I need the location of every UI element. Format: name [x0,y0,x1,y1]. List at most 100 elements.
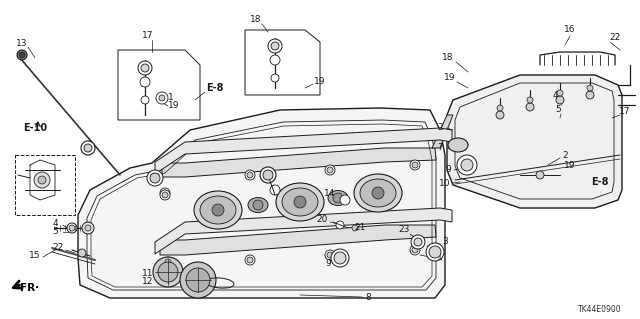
Text: 19: 19 [564,160,576,169]
Circle shape [147,170,163,186]
Circle shape [247,257,253,263]
Text: 1: 1 [168,93,174,102]
Text: 15: 15 [29,250,41,259]
Text: 4: 4 [52,219,58,227]
Polygon shape [78,108,445,298]
Polygon shape [15,155,75,215]
Polygon shape [432,115,453,148]
Ellipse shape [328,190,348,205]
Circle shape [78,249,86,257]
Circle shape [426,243,444,261]
Ellipse shape [282,188,318,216]
Circle shape [260,167,276,183]
Circle shape [247,172,253,178]
Circle shape [372,187,384,199]
Circle shape [412,162,418,168]
Text: E-10: E-10 [23,123,47,133]
Circle shape [340,195,350,205]
Circle shape [331,249,349,267]
Ellipse shape [200,196,236,224]
Circle shape [263,170,273,180]
Circle shape [253,200,263,210]
Circle shape [268,39,282,53]
Text: 19: 19 [444,73,456,83]
Circle shape [271,42,279,50]
Circle shape [457,155,477,175]
Polygon shape [118,50,200,120]
Circle shape [160,188,170,198]
Circle shape [150,173,160,183]
Circle shape [327,252,333,258]
Text: TK44E0900: TK44E0900 [578,306,621,315]
Polygon shape [155,208,452,254]
Circle shape [496,111,504,119]
Circle shape [410,245,420,255]
Circle shape [270,55,280,65]
Ellipse shape [194,191,242,229]
Text: 17: 17 [142,32,154,41]
Polygon shape [447,75,622,208]
Ellipse shape [276,183,324,221]
Text: 2: 2 [437,123,443,132]
Circle shape [17,50,27,60]
Circle shape [336,221,344,229]
Circle shape [34,172,50,188]
Circle shape [160,190,170,200]
Circle shape [334,252,346,264]
Text: 23: 23 [398,226,410,234]
Circle shape [180,262,216,298]
Circle shape [270,185,280,195]
Circle shape [497,105,503,111]
Circle shape [38,176,46,184]
Text: 3: 3 [442,238,448,247]
Circle shape [245,170,255,180]
Polygon shape [160,225,436,255]
Circle shape [81,141,95,155]
Text: 22: 22 [52,243,63,253]
Circle shape [325,250,335,260]
Text: 19: 19 [168,101,180,110]
Text: FR·: FR· [20,283,40,293]
Circle shape [69,225,75,231]
Circle shape [556,96,564,104]
Circle shape [158,262,178,282]
Circle shape [294,196,306,208]
Circle shape [327,167,333,173]
Circle shape [412,247,418,253]
Circle shape [67,223,77,233]
Text: 20: 20 [316,216,328,225]
Circle shape [141,96,149,104]
Text: 12: 12 [142,278,154,286]
Text: 19: 19 [314,78,326,86]
Text: 8: 8 [365,293,371,302]
Circle shape [84,144,92,152]
Text: 17: 17 [620,108,631,116]
Circle shape [85,225,91,231]
Text: 10: 10 [439,179,451,188]
Circle shape [245,255,255,265]
Circle shape [461,159,473,171]
Ellipse shape [248,197,268,212]
Circle shape [586,91,594,99]
Ellipse shape [354,174,402,212]
Circle shape [587,85,593,91]
Circle shape [186,268,210,292]
Circle shape [140,77,150,87]
Text: 1: 1 [437,254,443,263]
Text: 4: 4 [552,91,558,100]
Circle shape [526,103,534,111]
Circle shape [165,259,171,265]
Text: 6: 6 [375,188,381,197]
Circle shape [411,235,425,249]
Circle shape [19,52,25,58]
Circle shape [82,222,94,234]
Circle shape [141,64,149,72]
Text: E-8: E-8 [591,177,609,187]
Text: 9: 9 [445,166,451,174]
Circle shape [162,192,168,198]
Ellipse shape [448,138,468,152]
Circle shape [271,74,279,82]
Text: 22: 22 [609,33,621,42]
Circle shape [429,246,441,258]
Text: 16: 16 [564,26,576,34]
